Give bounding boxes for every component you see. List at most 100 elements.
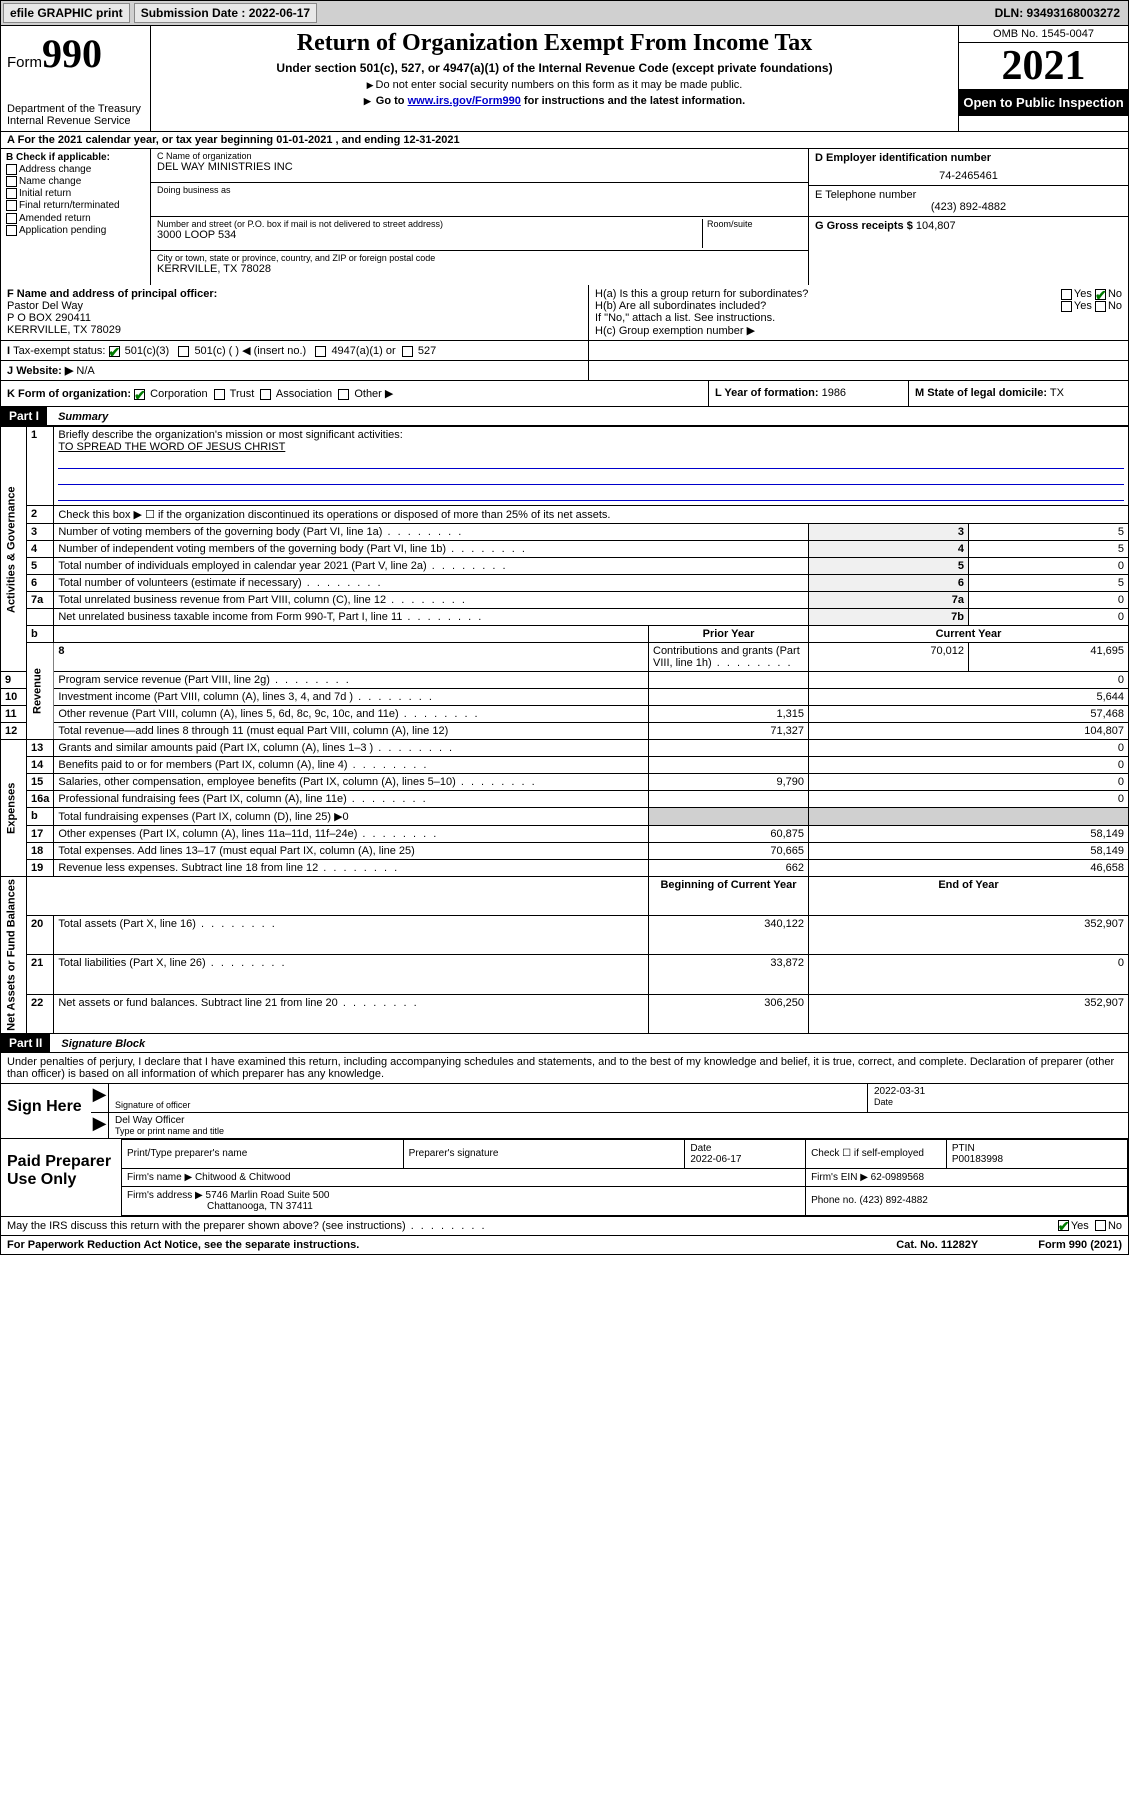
ha-yes[interactable]	[1061, 289, 1072, 300]
ha-label: H(a) Is this a group return for subordin…	[595, 288, 808, 300]
exp-row: 14Benefits paid to or for members (Part …	[1, 757, 1129, 774]
row-j: J Website: ▶ N/A	[0, 361, 1129, 381]
chk-527[interactable]	[402, 346, 413, 357]
open-public-badge: Open to Public Inspection	[959, 89, 1128, 116]
chk-other[interactable]	[338, 389, 349, 400]
ssn-note: Do not enter social security numbers on …	[157, 79, 952, 91]
row-cur: 104,807	[809, 723, 1129, 740]
row-cur: 0	[809, 757, 1129, 774]
discuss-no[interactable]	[1095, 1220, 1106, 1231]
section-b-label: B Check if applicable:	[6, 152, 145, 163]
arrow-icon: ▶	[91, 1084, 109, 1112]
gross-receipts-value: 104,807	[916, 220, 956, 232]
city-state-zip: KERRVILLE, TX 78028	[157, 263, 802, 275]
row-val: 5	[969, 575, 1129, 592]
prep-name-label: Print/Type preparer's name	[122, 1139, 404, 1168]
gov-row: 3Number of voting members of the governi…	[1, 524, 1129, 541]
lbl-501c3: 501(c)(3)	[125, 345, 170, 357]
col-b: b	[27, 626, 54, 643]
row-prior: 340,122	[649, 916, 809, 955]
row-desc: Investment income (Part VIII, column (A)…	[54, 689, 649, 706]
ha-no-lbl: No	[1108, 288, 1122, 300]
row-prior	[649, 791, 809, 808]
rev-row: 12Total revenue—add lines 8 through 11 (…	[1, 723, 1129, 740]
row-desc: Net unrelated business taxable income fr…	[54, 609, 809, 626]
row-prior: 70,665	[649, 843, 809, 860]
room-label: Room/suite	[707, 219, 802, 229]
row-val: 5	[969, 541, 1129, 558]
opt-amended: Amended return	[19, 213, 91, 224]
lbl-assoc: Association	[276, 388, 332, 400]
form-header: Form990 Department of the Treasury Inter…	[0, 26, 1129, 132]
discuss-yes[interactable]	[1058, 1220, 1069, 1231]
ha-no[interactable]	[1095, 289, 1106, 300]
row-n: 19	[27, 860, 54, 877]
discuss-yes-lbl: Yes	[1071, 1220, 1089, 1232]
hb-note: If "No," attach a list. See instructions…	[595, 312, 1122, 324]
lbl-other: Other ▶	[354, 388, 393, 400]
row-cur: 5,644	[809, 689, 1129, 706]
row-val: 0	[969, 609, 1129, 626]
exp-row: 15Salaries, other compensation, employee…	[1, 774, 1129, 791]
chk-final-return[interactable]	[6, 200, 17, 211]
hb-no-lbl: No	[1108, 300, 1122, 312]
chk-corp[interactable]	[134, 389, 145, 400]
org-name: DEL WAY MINISTRIES INC	[157, 161, 802, 173]
row-prior: 662	[649, 860, 809, 877]
chk-501c3[interactable]	[109, 346, 120, 357]
lbl-corp: Corporation	[150, 388, 207, 400]
chk-assoc[interactable]	[260, 389, 271, 400]
rev-row: 11Other revenue (Part VIII, column (A), …	[1, 706, 1129, 723]
row-klm: K Form of organization: Corporation Trus…	[0, 381, 1129, 407]
row-desc: Total revenue—add lines 8 through 11 (mu…	[54, 723, 649, 740]
col-prior: Prior Year	[649, 626, 809, 643]
row-desc: Total liabilities (Part X, line 26)	[54, 955, 649, 994]
opt-final-return: Final return/terminated	[19, 201, 120, 212]
lbl-501c: 501(c) ( ) ◀ (insert no.)	[194, 345, 306, 357]
hb-no[interactable]	[1095, 301, 1106, 312]
ha-yes-lbl: Yes	[1074, 288, 1092, 300]
e-phone-label: E Telephone number	[815, 189, 1122, 201]
opt-initial-return: Initial return	[19, 188, 71, 199]
efile-print-button[interactable]: efile GRAPHIC print	[3, 3, 130, 23]
row-desc: Total fundraising expenses (Part IX, col…	[54, 808, 649, 826]
row-desc: Other revenue (Part VIII, column (A), li…	[54, 706, 649, 723]
row-n	[27, 609, 54, 626]
net-row: 21Total liabilities (Part X, line 26)33,…	[1, 955, 1129, 994]
row-n: 9	[1, 672, 27, 689]
row-desc: Total number of individuals employed in …	[54, 558, 809, 575]
d-ein-label: D Employer identification number	[815, 152, 1122, 164]
row-desc: Benefits paid to or for members (Part IX…	[54, 757, 649, 774]
l-label: L Year of formation:	[715, 387, 819, 399]
summary-table: Activities & Governance 1 Briefly descri…	[0, 426, 1129, 1034]
mission-text: TO SPREAD THE WORD OF JESUS CHRIST	[58, 441, 285, 453]
gov-row: Net unrelated business taxable income fr…	[1, 609, 1129, 626]
row-cur: 0	[809, 672, 1129, 689]
sig-officer-label: Signature of officer	[115, 1100, 861, 1110]
self-employed-check[interactable]: Check ☐ if self-employed	[806, 1139, 947, 1168]
row-desc: Professional fundraising fees (Part IX, …	[54, 791, 649, 808]
row-n: 15	[27, 774, 54, 791]
sign-date: 2022-03-31	[874, 1086, 1122, 1097]
chk-4947[interactable]	[315, 346, 326, 357]
rev-row: 10Investment income (Part VIII, column (…	[1, 689, 1129, 706]
prep-date-value: 2022-06-17	[690, 1154, 741, 1165]
chk-trust[interactable]	[214, 389, 225, 400]
hb-yes[interactable]	[1061, 301, 1072, 312]
chk-address-change[interactable]	[6, 164, 17, 175]
hc-label: H(c) Group exemption number ▶	[595, 324, 1122, 337]
chk-initial-return[interactable]	[6, 188, 17, 199]
tax-year: 2021	[959, 43, 1128, 89]
part-ii-title: Signature Block	[53, 1036, 153, 1052]
dept-treasury: Department of the Treasury	[7, 103, 144, 115]
form-footer: Form 990 (2021)	[1038, 1239, 1122, 1251]
chk-app-pending[interactable]	[6, 225, 17, 236]
dln-label: DLN: 93493168003272	[987, 3, 1128, 23]
chk-name-change[interactable]	[6, 176, 17, 187]
row-n: 7a	[27, 592, 54, 609]
chk-amended[interactable]	[6, 213, 17, 224]
chk-501c[interactable]	[178, 346, 189, 357]
irs-link[interactable]: www.irs.gov/Form990	[408, 95, 521, 107]
row-box: 4	[809, 541, 969, 558]
row-prior: 70,012	[809, 643, 969, 672]
